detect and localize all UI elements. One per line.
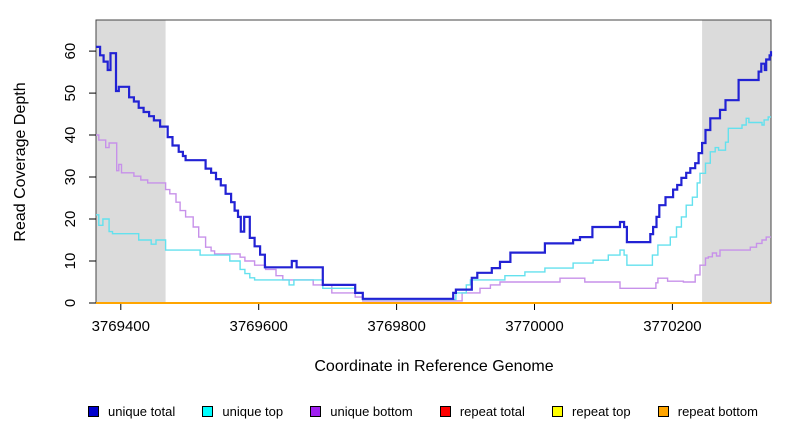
x-tick-label: 3769600	[229, 318, 287, 335]
legend-item-unique-total: unique total	[88, 405, 175, 418]
legend-swatch-unique-bottom	[310, 405, 322, 417]
legend-label-unique-bottom: unique bottom	[330, 403, 413, 419]
x-tick-label: 3770200	[643, 318, 701, 335]
legend-swatch-repeat-bottom	[657, 405, 669, 417]
legend-item-repeat-top: repeat top	[552, 405, 631, 418]
shaded-region	[702, 20, 771, 303]
legend-swatch-repeat-top	[552, 405, 564, 417]
x-tick-label: 3770000	[505, 318, 563, 335]
coverage-chart: Read Coverage Depth Coordinate in Refere…	[12, 19, 773, 375]
y-tick-label: 40	[62, 127, 79, 144]
x-axis-title: Coordinate in Reference Genome	[314, 358, 553, 375]
legend-swatch-repeat-total	[439, 405, 451, 417]
y-tick-label: 0	[62, 299, 79, 307]
legend-swatch-unique-total	[88, 405, 99, 417]
legend: unique total unique top unique bottom repea…	[0, 396, 792, 426]
series-line-unique-bottom	[96, 134, 771, 302]
plot-border	[95, 19, 772, 304]
y-tick-label: 30	[62, 169, 79, 186]
x-tick-label: 3769800	[367, 318, 425, 335]
legend-item-unique-top: unique top	[202, 405, 283, 418]
legend-label-repeat-bottom: repeat bottom	[677, 403, 758, 419]
series-line-unique-top	[96, 116, 771, 301]
legend-label-unique-top: unique top	[222, 403, 284, 419]
x-tick-label: 3769400	[92, 318, 150, 335]
legend-item-repeat-bottom: repeat bottom	[657, 403, 758, 419]
y-tick-label: 10	[62, 253, 79, 270]
legend-label-repeat-total: repeat total	[459, 403, 525, 419]
legend-item-repeat-total: repeat total	[439, 403, 525, 419]
y-tick-label: 50	[62, 85, 79, 102]
legend-label-unique-total: unique total	[108, 403, 176, 419]
legend-item-unique-bottom: unique bottom	[310, 403, 413, 419]
y-tick-label: 20	[62, 211, 79, 228]
y-axis-title: Read Coverage Depth	[12, 82, 29, 241]
series-line-unique-total	[96, 45, 773, 300]
legend-label-repeat-top: repeat top	[572, 403, 631, 419]
legend-swatch-unique-top	[202, 405, 214, 417]
y-tick-label: 60	[62, 43, 79, 60]
